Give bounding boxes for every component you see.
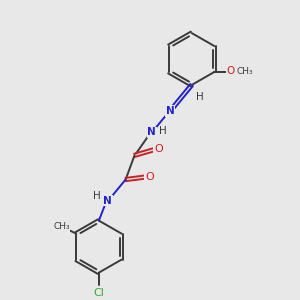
Text: O: O — [226, 66, 235, 76]
Text: N: N — [166, 106, 175, 116]
Text: H: H — [196, 92, 204, 102]
Text: O: O — [145, 172, 154, 182]
Text: O: O — [154, 144, 163, 154]
Text: H: H — [93, 190, 101, 200]
Text: CH₃: CH₃ — [236, 67, 253, 76]
Text: N: N — [147, 127, 156, 137]
Text: N: N — [103, 196, 112, 206]
Text: CH₃: CH₃ — [53, 222, 70, 231]
Text: Cl: Cl — [93, 288, 104, 298]
Text: H: H — [159, 126, 167, 136]
